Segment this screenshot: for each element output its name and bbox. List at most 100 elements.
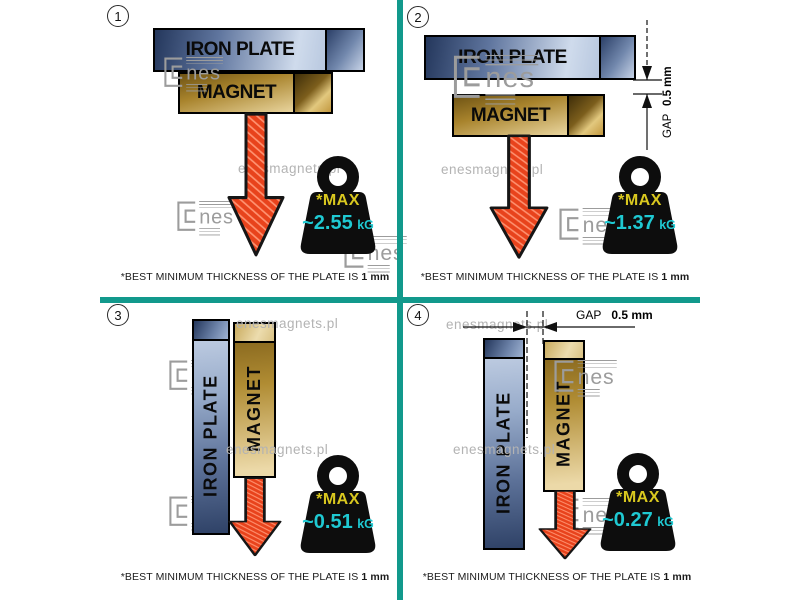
max-label: *MAX (616, 489, 660, 506)
weight-value-line: ~2.55 kG (290, 212, 386, 235)
weight-unit: kG (357, 517, 374, 531)
panel-number-badge: 1 (107, 5, 129, 27)
weight-unit: kG (659, 218, 676, 232)
iron-plate: IRON PLATE (483, 338, 525, 550)
watermark-site-text: enesmagnets.pl (453, 442, 556, 457)
caption-bold: 1 mm (663, 571, 692, 583)
enes-e-glyph (453, 55, 480, 98)
max-label: *MAX (316, 491, 360, 508)
logo-lines (186, 84, 207, 92)
weight-unit: kG (657, 515, 674, 529)
caption-text: *BEST MINIMUM THICKNESS OF THE PLATE IS (420, 271, 662, 283)
magnet-endcap (235, 324, 274, 343)
logo-lines (577, 360, 617, 368)
weight-value: ~2.55 (302, 212, 353, 234)
panel-number: 2 (414, 9, 422, 25)
logo-lines (485, 55, 539, 66)
panel-number: 4 (414, 307, 422, 323)
kettlebell-shape (300, 455, 376, 553)
gap-value: 0.5 mm (611, 308, 653, 322)
panel-number: 3 (114, 307, 122, 323)
weight-value-line: ~0.27 kG (590, 509, 686, 532)
logo-text: nes (577, 365, 615, 389)
logo-text: nes (485, 61, 536, 95)
iron-plate: IRON PLATE (153, 28, 365, 72)
enes-logo-watermark: nes (163, 57, 223, 92)
weight-value: ~0.51 (302, 511, 353, 533)
enes-logo-watermark: nes (176, 201, 236, 236)
caption: *BEST MINIMUM THICKNESS OF THE PLATE IS … (405, 271, 705, 283)
weight-value-line: ~0.51 kG (290, 511, 386, 534)
max-label: *MAX (316, 192, 360, 209)
magnet: MAGNET (233, 322, 276, 478)
magnet-label: MAGNET (196, 82, 277, 103)
caption-text: *BEST MINIMUM THICKNESS OF THE PLATE IS (120, 571, 362, 583)
caption: *BEST MINIMUM THICKNESS OF THE PLATE IS … (105, 271, 405, 283)
caption-bold: 1 mm (361, 271, 390, 283)
panel-number-badge: 2 (407, 6, 429, 28)
logo-text: nes (367, 241, 405, 265)
enes-logo-watermark: nes (553, 360, 617, 397)
enes-e-glyph (559, 208, 579, 240)
logo-lines (582, 236, 605, 245)
max-label: *MAX (618, 192, 662, 209)
iron-plate-label: IRON PLATE (185, 39, 295, 60)
kettlebell-shape (600, 453, 676, 551)
weight-icon: *MAX ~1.37 kG (592, 156, 688, 260)
logo-lines (199, 228, 220, 236)
magnet-label: MAGNET (470, 104, 551, 126)
gap-dimension-lines (463, 311, 635, 438)
magnet-endcap (293, 74, 331, 112)
gap-word: GAP (662, 113, 674, 138)
enes-e-glyph (177, 201, 196, 231)
weight-icon: *MAX ~0.27 kG (590, 453, 686, 557)
caption-bold: 1 mm (361, 571, 390, 583)
gap-value: 0.5 mm (662, 66, 674, 106)
weight-unit: kG (357, 218, 374, 232)
panel-number: 1 (114, 8, 122, 24)
logo-lines (186, 57, 223, 65)
iron-plate: IRON PLATE (192, 319, 230, 535)
logo-text: nes (186, 61, 221, 85)
magnet-endcap (545, 342, 583, 360)
logo-lines (582, 526, 605, 535)
enes-e-glyph (554, 360, 574, 392)
enes-e-glyph (169, 360, 188, 390)
iron-plate-endcap (325, 30, 363, 70)
horizontal-divider (100, 297, 700, 303)
iron-plate-endcap (485, 340, 523, 359)
weight-value: ~0.27 (602, 509, 653, 531)
weight-icon: *MAX ~2.55 kG (290, 156, 386, 260)
iron-plate-endcap (599, 37, 634, 78)
kettlebell-shape (602, 156, 678, 254)
panel-number-badge: 3 (107, 304, 129, 326)
gap-dimension-lines (633, 20, 662, 150)
logo-lines (367, 236, 407, 244)
magnet-endcap (567, 96, 603, 135)
logo-text: nes (199, 205, 234, 229)
weight-icon: *MAX ~0.51 kG (290, 455, 386, 559)
caption-text: *BEST MINIMUM THICKNESS OF THE PLATE IS (120, 271, 362, 283)
caption: *BEST MINIMUM THICKNESS OF THE PLATE IS … (105, 571, 405, 583)
watermark-site-text: enesmagnets.pl (236, 316, 339, 331)
weight-value: ~1.37 (604, 212, 655, 234)
weight-value-line: ~1.37 kG (592, 212, 688, 235)
logo-lines (199, 201, 236, 209)
caption-text: *BEST MINIMUM THICKNESS OF THE PLATE IS (422, 571, 664, 583)
pull-force-arrow (228, 477, 282, 557)
iron-plate: IRON PLATE (424, 35, 636, 80)
logo-lines (485, 93, 516, 105)
gap-label: GAP 0.5 mm (655, 58, 681, 146)
watermark-site-text: enesmagnets.pl (226, 442, 329, 457)
magnet: MAGNET (178, 72, 333, 114)
iron-plate-endcap (194, 321, 228, 341)
logo-lines (582, 498, 622, 506)
iron-plate-label: IRON PLATE (200, 374, 221, 498)
enes-e-glyph (169, 496, 188, 526)
kettlebell-shape (300, 156, 376, 254)
logo-lines (367, 264, 390, 273)
